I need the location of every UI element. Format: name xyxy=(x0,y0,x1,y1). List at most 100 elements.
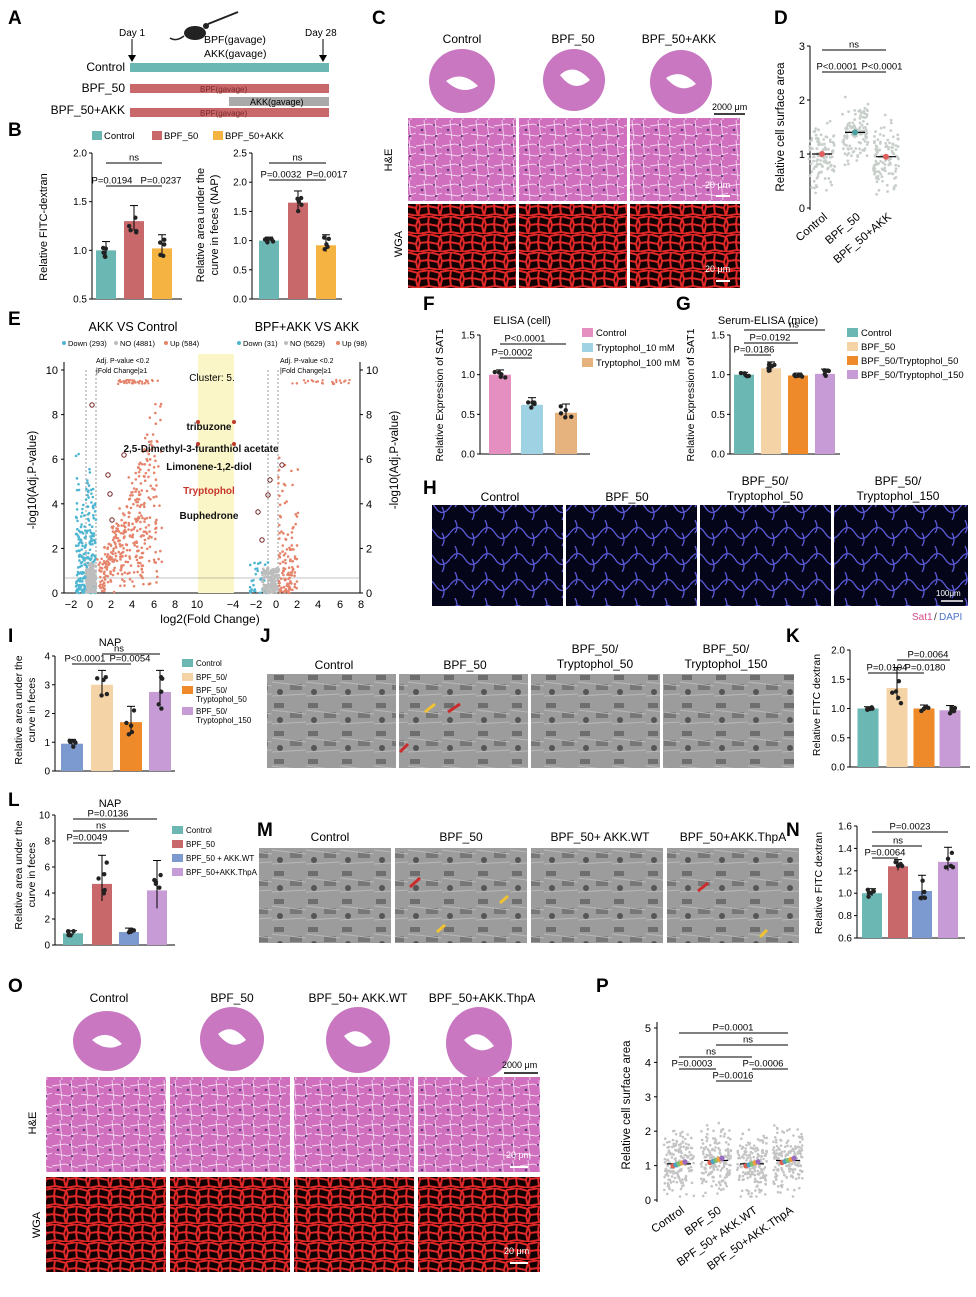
chart-i: NAP 0 1 2 3 4 Relative area under the curve in … xyxy=(13,637,252,778)
cluster-band xyxy=(198,354,234,593)
y-tick-label: 1.5 xyxy=(461,331,475,342)
y-axis-label-right: -log10(Adj.P-value) xyxy=(389,411,401,510)
y-tick-label: 0.0 xyxy=(711,450,725,461)
y-tick-label: 10 xyxy=(39,811,51,822)
data-point xyxy=(893,689,899,694)
y-tick-label: 4 xyxy=(44,889,50,900)
legend-entry: BPF_50+AKK.ThpA xyxy=(186,868,258,877)
data-point xyxy=(865,887,870,893)
data-point xyxy=(529,405,534,410)
bar xyxy=(555,412,577,454)
data-point xyxy=(738,370,744,376)
e-leg-no-r: NO (5629) xyxy=(290,339,326,348)
y-tick-label: 0.0 xyxy=(831,763,845,774)
panel-letter-f: F xyxy=(423,294,435,315)
j-col-t50-b: Tryptophol_50 xyxy=(557,657,634,671)
panel-c: C Control BPF_50 BPF_50+AKK 2000 μm H&E … xyxy=(372,8,747,288)
y-tick-label: 1.5 xyxy=(73,197,87,208)
y-tick-label: 1 xyxy=(44,738,50,749)
j-em-bpf xyxy=(399,674,528,768)
legend-entry: BPF_50 + AKK.WT xyxy=(186,854,254,863)
data-point xyxy=(126,223,132,229)
h-col-bpf-t150-a: BPF_50/ xyxy=(875,474,922,488)
significance-label: P=0.0023 xyxy=(890,822,931,833)
c-col-control: Control xyxy=(443,32,482,46)
j-arrow-red xyxy=(447,702,461,714)
gavage-akk-label: AKK(gavage) xyxy=(204,48,266,60)
o-he-control xyxy=(46,1077,166,1172)
panel-letter-h: H xyxy=(423,478,437,499)
y-tick-label: 1.0 xyxy=(461,370,475,381)
data-point xyxy=(951,708,957,714)
y-tick-label: 2.0 xyxy=(831,646,845,657)
y-tick-left: 6 xyxy=(52,454,58,466)
bar xyxy=(259,240,279,299)
data-point xyxy=(896,695,901,701)
chart-b-right: 0.0 0.5 1.0 1.5 2.0 2.5 Relative area under th… xyxy=(195,149,347,306)
m-em-thpa xyxy=(667,848,799,943)
y-tick-label: 6 xyxy=(44,863,50,874)
significance-label: P=0.0016 xyxy=(713,1071,754,1082)
y-tick-label: 0.5 xyxy=(73,295,87,306)
o-scale-he: 20 pm xyxy=(506,1150,531,1160)
y-axis-label: Relative area under the xyxy=(13,820,25,929)
chart-k: 0.0 0.5 1.0 1.5 2.0 Relative FITC dextran P=0.… xyxy=(811,646,970,774)
significance-label: P=0.0180 xyxy=(905,663,946,674)
legend-entry: Control xyxy=(196,659,222,668)
y-axis-label: Relative area under the xyxy=(195,168,207,282)
panel-b: B Control BPF_50 BPF_50+AKK 0.5 1.0 1.5 2.0… xyxy=(8,120,347,306)
m-em-wt xyxy=(531,848,663,943)
e-leg-up-l: Up (584) xyxy=(170,339,200,348)
data-point xyxy=(299,202,304,208)
h-img-bpf-t50 xyxy=(700,505,831,606)
data-point xyxy=(563,407,568,413)
bar xyxy=(939,710,961,767)
svg-text:/: / xyxy=(934,612,937,623)
o-scale-2000: 2000 μm xyxy=(502,1060,537,1070)
data-point xyxy=(128,723,134,728)
y-axis-label: Relative Expression of SAT1 xyxy=(434,328,446,461)
h-col-bpf: BPF_50 xyxy=(605,490,649,504)
x-tick-left: 4 xyxy=(129,599,135,611)
y-tick-left: 2 xyxy=(52,543,58,555)
bar xyxy=(888,866,908,938)
h-col-bpf-t150-b: Tryptophol_150 xyxy=(857,489,940,503)
significance-label: P=0.0003 xyxy=(672,1059,713,1070)
panel-letter-e: E xyxy=(8,309,21,330)
legend-entry: Control xyxy=(596,328,627,339)
day1-label: Day 1 xyxy=(119,28,146,39)
y-tick-label: 0 xyxy=(44,941,50,952)
h-img-bpf-t150 xyxy=(834,505,968,606)
significance-label: P=0.0017 xyxy=(307,170,348,181)
data-point xyxy=(890,690,895,695)
data-point xyxy=(744,373,750,379)
panel-k: K 0.0 0.5 1.0 1.5 2.0 Relative FITC dextran P=… xyxy=(786,626,970,774)
y-axis-label: curve in feces xyxy=(26,678,38,743)
panel-m: M Control BPF_50 BPF_50+ AKK.WT BPF_50+A… xyxy=(257,820,799,943)
significance-label: P=0.0192 xyxy=(750,333,791,344)
significance-label: ns xyxy=(706,1047,716,1058)
mean-point xyxy=(682,1159,688,1165)
panel-letter-c: C xyxy=(372,8,386,29)
legend-b-bpf: BPF_50 xyxy=(164,131,198,142)
data-point xyxy=(128,929,134,935)
mean-point xyxy=(819,151,825,157)
significance-label: P=0.0054 xyxy=(110,654,151,665)
legend-entry: Tryptophol_100 mM xyxy=(596,358,680,369)
y-tick-label: 0 xyxy=(645,1195,651,1207)
e-title-right: BPF+AKK VS AKK xyxy=(255,320,360,334)
panel-letter-a: A xyxy=(8,8,22,29)
data-point xyxy=(101,891,107,896)
j-em-t50 xyxy=(531,674,660,768)
o-col-bpf: BPF_50 xyxy=(210,991,254,1005)
gavage-bpf-label: BPF(gavage) xyxy=(204,34,266,46)
row-bpf-akk-label: BPF_50+AKK xyxy=(51,103,125,117)
data-point xyxy=(71,744,76,749)
bar xyxy=(912,890,932,938)
significance-label: P=0.0006 xyxy=(743,1059,784,1070)
panel-g: G Serum-ELISA (mice) 0.0 0.5 1.0 1.5 Relative… xyxy=(676,294,964,461)
y-tick-label: 3 xyxy=(44,680,50,691)
o-wga-bpf xyxy=(170,1177,290,1272)
mean-point xyxy=(719,1155,725,1161)
data-point xyxy=(71,929,76,934)
